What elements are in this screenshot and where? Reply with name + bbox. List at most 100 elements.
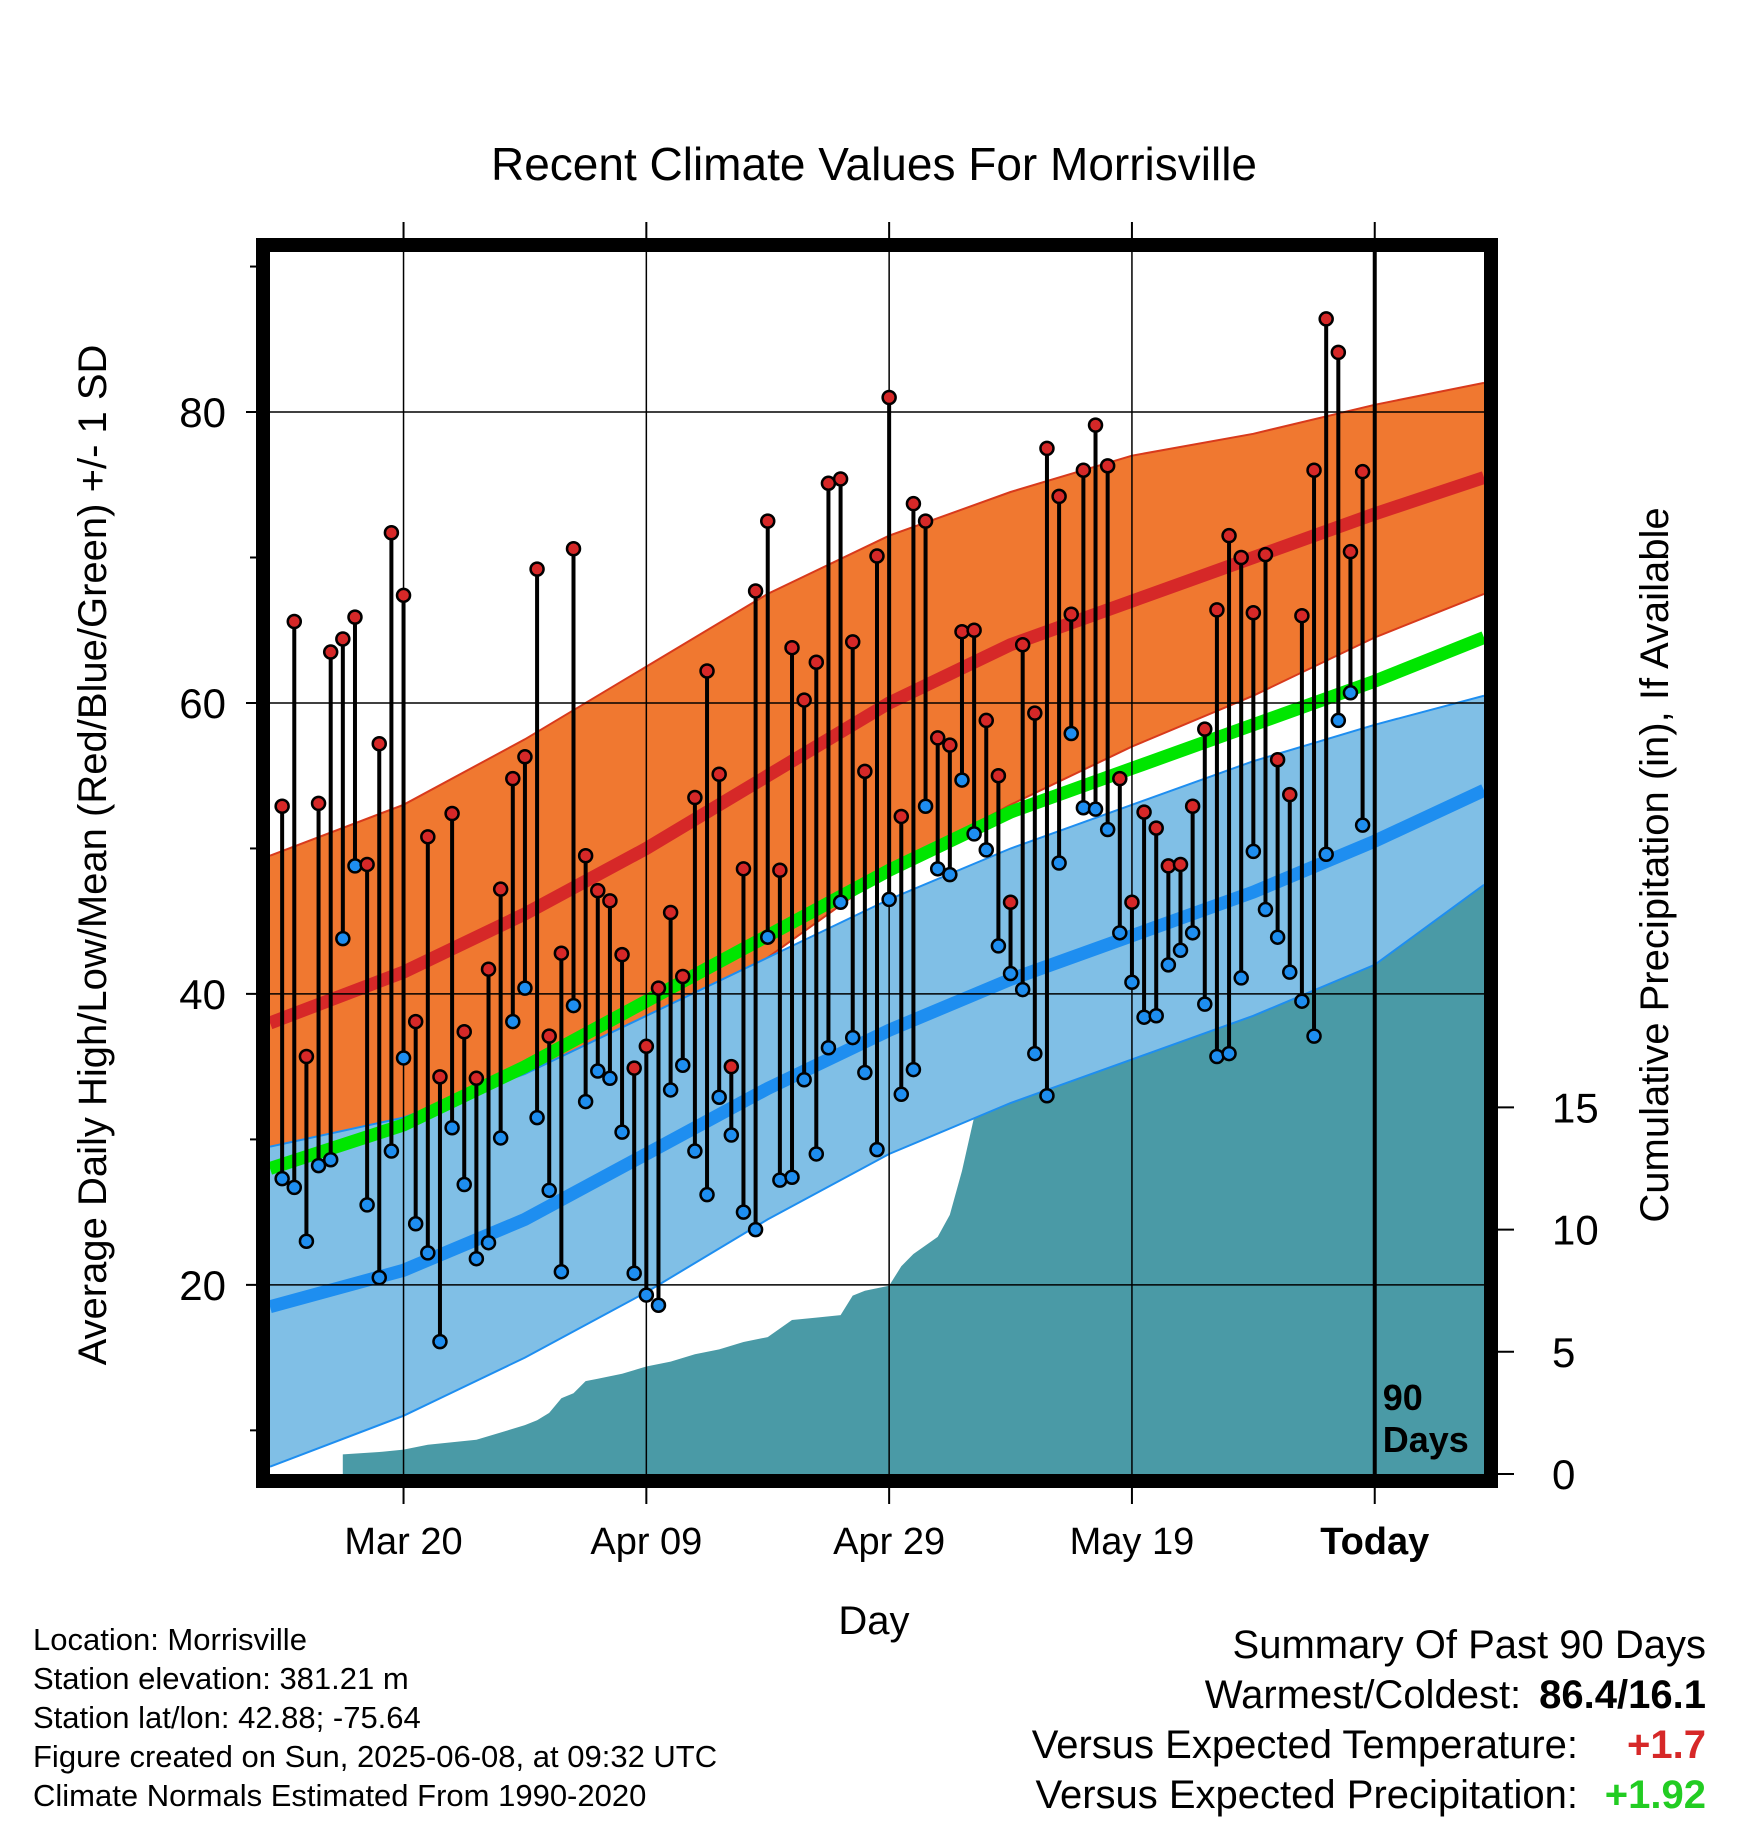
daily-high-point — [432, 1069, 448, 1085]
daily-low-point — [1257, 901, 1274, 918]
daily-low-point — [1245, 843, 1262, 860]
daily-low-point — [796, 1072, 812, 1088]
daily-high-point — [808, 654, 825, 670]
daily-high-point — [335, 631, 351, 647]
daily-low-point — [1209, 1048, 1225, 1065]
daily-low-point — [1027, 1045, 1043, 1062]
y2-axis-label: Cumulative Precipitation (in), If Availa… — [1633, 507, 1677, 1222]
daily-high-point — [505, 770, 521, 787]
daily-low-point — [1184, 925, 1201, 941]
daily-high-point — [565, 541, 582, 557]
daily-high-point — [322, 644, 339, 660]
daily-low-point — [650, 1297, 667, 1313]
daily-low-point — [1124, 974, 1140, 991]
daily-high-point — [407, 1013, 424, 1030]
daily-low-point — [1330, 712, 1347, 729]
daily-high-point — [274, 798, 290, 815]
daily-low-point — [335, 930, 351, 947]
daily-low-point — [1233, 970, 1249, 986]
daily-high-point — [517, 749, 533, 765]
daily-high-point — [1002, 894, 1019, 911]
daily-high-point — [492, 881, 509, 897]
daily-high-point — [978, 712, 995, 729]
daily-high-point — [286, 613, 303, 630]
daily-low-point — [565, 997, 582, 1014]
daily-high-point — [966, 622, 982, 638]
daily-high-point — [844, 634, 861, 650]
daily-high-point — [662, 904, 679, 921]
daily-low-point — [395, 1050, 412, 1066]
daily-high-point — [905, 495, 922, 512]
daily-low-point — [1282, 964, 1298, 980]
daily-high-point — [371, 735, 388, 752]
daily-low-point — [1221, 1045, 1237, 1062]
daily-high-point — [747, 583, 764, 599]
daily-low-point — [747, 1221, 764, 1238]
daily-low-point — [480, 1234, 497, 1251]
daily-low-point — [383, 1143, 400, 1159]
daily-high-point — [1269, 751, 1286, 768]
daily-high-point — [699, 663, 715, 679]
daily-high-point — [577, 847, 594, 864]
daily-low-point — [675, 1057, 691, 1073]
daily-low-point — [1039, 1088, 1055, 1104]
daily-high-point — [638, 1038, 655, 1055]
daily-high-point — [942, 737, 958, 753]
daily-low-point — [1318, 846, 1334, 863]
location-text: Location: Morrisville — [33, 1622, 307, 1657]
daily-high-point — [1112, 770, 1128, 787]
daily-high-point — [784, 639, 800, 656]
temperature-value: +1.7 — [1627, 1723, 1706, 1767]
daily-high-point — [1245, 605, 1262, 621]
y-tick-label: 60 — [179, 680, 226, 727]
summary-panel: Summary Of Past 90 Days Warmest/Coldest:… — [1032, 1620, 1706, 1820]
daily-high-point — [456, 1024, 472, 1040]
chart-title: Recent Climate Values For Morrisville — [491, 138, 1257, 190]
daily-high-point — [796, 692, 812, 708]
daily-low-point — [905, 1061, 922, 1078]
daily-low-point — [929, 861, 946, 877]
daily-high-point — [298, 1048, 315, 1065]
y2-tick-label: 0 — [1552, 1451, 1575, 1498]
daily-high-point — [1294, 607, 1310, 624]
daily-low-point — [407, 1216, 424, 1232]
daily-low-point — [881, 891, 897, 908]
daily-low-point — [517, 980, 533, 996]
daily-high-point — [1330, 344, 1347, 361]
daily-high-point — [929, 730, 946, 746]
daily-high-point — [650, 980, 667, 996]
daily-high-point — [711, 766, 727, 783]
daily-low-point — [711, 1089, 727, 1105]
plot-frame — [256, 238, 1498, 1488]
normals-text: Climate Normals Estimated From 1990-2020 — [33, 1778, 647, 1813]
daily-low-point — [1112, 925, 1128, 941]
daily-high-point — [1342, 543, 1359, 560]
daily-high-point — [310, 795, 327, 812]
daily-high-point — [1014, 637, 1031, 653]
y-tick-label: 20 — [179, 1262, 226, 1309]
daily-low-point — [990, 938, 1007, 954]
daily-low-point — [553, 1264, 570, 1280]
daily-high-point — [1136, 804, 1152, 820]
daily-high-point — [759, 513, 776, 529]
daily-high-point — [1318, 311, 1334, 327]
y2-tick-label: 10 — [1552, 1207, 1599, 1254]
daily-high-point — [383, 525, 400, 541]
daily-high-point — [529, 561, 545, 577]
daily-high-point — [1209, 602, 1225, 618]
summary-precipitation-row: Versus Expected Precipitation: +1.92 — [1032, 1770, 1706, 1820]
daily-low-point — [529, 1109, 545, 1126]
daily-low-point — [626, 1265, 642, 1281]
daily-low-point — [662, 1082, 679, 1098]
daily-high-point — [1063, 606, 1079, 622]
x-tick-label: Mar 20 — [344, 1521, 462, 1563]
daily-low-point — [1014, 981, 1031, 998]
daily-low-point — [444, 1120, 460, 1136]
daily-low-point — [286, 1179, 303, 1196]
summary-warmest-coldest-row: Warmest/Coldest: 86.4/16.1 — [1032, 1670, 1706, 1720]
precipitation-value: +1.92 — [1604, 1773, 1706, 1817]
daily-high-point — [1099, 458, 1116, 474]
y-tick-label: 40 — [179, 971, 226, 1018]
daily-low-point — [844, 1029, 861, 1046]
daily-low-point — [1172, 942, 1189, 959]
